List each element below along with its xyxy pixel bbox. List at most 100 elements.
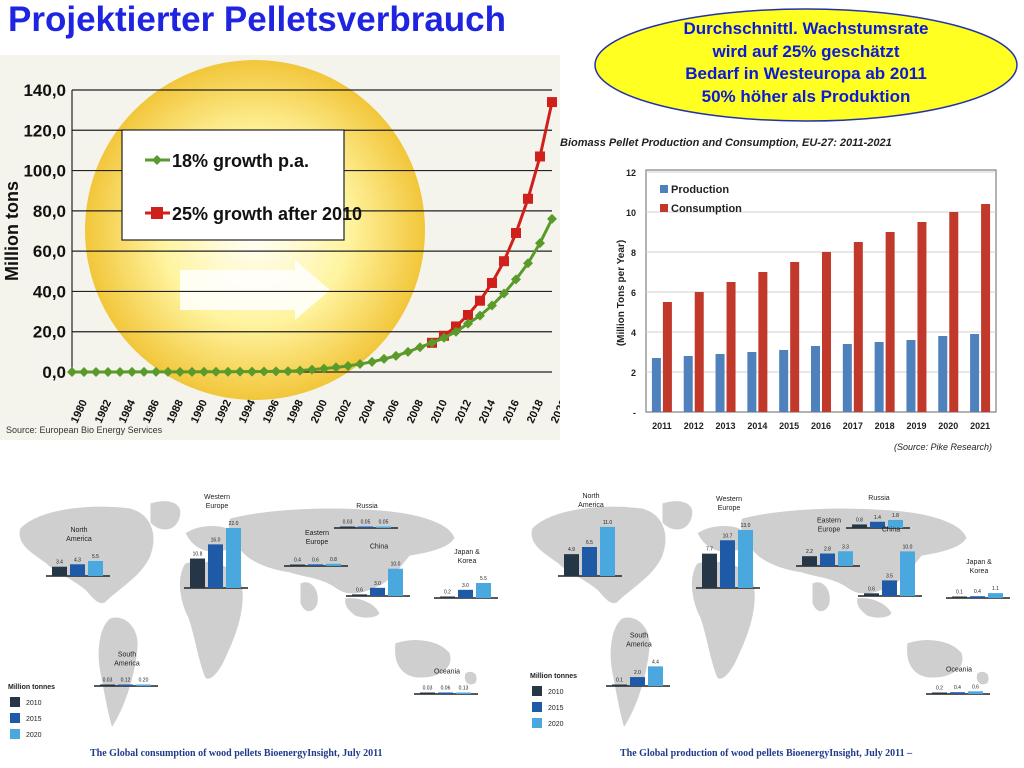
- chart2-x-tick: 2017: [843, 421, 863, 431]
- consumption-bar: [662, 302, 672, 412]
- region-bar: [970, 596, 985, 598]
- region-name: America: [578, 502, 604, 509]
- legend-production-swatch: [660, 185, 668, 193]
- production-map-chart: 4.9 6.5 11.0 North America 7.7 10.7 13.0 Western…: [530, 493, 1010, 759]
- consumption-bar: [790, 262, 800, 412]
- region-name: America: [114, 660, 140, 667]
- y-tick-label: 140,0: [23, 81, 66, 100]
- legend-swatch: [10, 697, 20, 707]
- series-18pct-point: [379, 353, 389, 364]
- production-bar: [970, 334, 980, 412]
- continent-shape: [856, 597, 893, 619]
- series-25pct-point: [451, 321, 461, 332]
- region-bar: [838, 551, 853, 566]
- continent-shape: [97, 616, 139, 730]
- region-bar-label: 0.05: [379, 520, 389, 526]
- chart2-y-tick: 4: [631, 328, 636, 338]
- region-bar: [582, 547, 597, 576]
- region-bar: [932, 692, 947, 694]
- series-18pct-point: [403, 346, 413, 357]
- region-bar: [352, 594, 367, 596]
- continent-shape: [344, 597, 381, 619]
- legend-consumption-label: Consumption: [671, 203, 742, 215]
- region-bar: [456, 692, 471, 694]
- legend-production-label: Production: [671, 184, 729, 196]
- chart2-x-tick: 2011: [652, 421, 672, 431]
- region-bar: [882, 580, 897, 596]
- series-18pct-point: [355, 358, 365, 369]
- region-bar-label: 0.8: [856, 517, 863, 523]
- region-bar-label: 4.3: [74, 557, 81, 563]
- region-bar-label: 0.06: [441, 686, 451, 692]
- y-tick-label: 100,0: [23, 162, 66, 181]
- series-18pct-point: [307, 364, 317, 375]
- region-bar: [290, 564, 305, 566]
- region-bar: [702, 553, 717, 588]
- region-bar: [950, 692, 965, 694]
- region-bar: [476, 583, 491, 598]
- series-18pct-point: [367, 356, 377, 367]
- series-18pct-point: [511, 274, 521, 285]
- series-18pct-point: [487, 300, 497, 311]
- slide-title: Projektierter Pelletsverbrauch: [8, 0, 507, 39]
- consumption-bar: [758, 272, 768, 412]
- eu27-bar-chart: Biomass Pellet Production and Consumptio…: [560, 137, 997, 452]
- map-caption: The Global production of wood pellets Bi…: [620, 748, 913, 759]
- legend-year: 2020: [26, 732, 42, 739]
- continent-shape: [609, 616, 651, 730]
- continent-shape: [811, 581, 831, 613]
- region-name: Oceania: [434, 669, 460, 676]
- series-18pct-point: [151, 366, 161, 377]
- series-18pct-point: [79, 366, 89, 377]
- region-bar-label: 3.3: [842, 544, 849, 550]
- consumption-bar: [885, 232, 895, 412]
- continent-shape: [739, 507, 968, 595]
- region-bar: [870, 521, 885, 528]
- series-18pct-point: [475, 310, 485, 321]
- series-18pct-point: [463, 318, 473, 329]
- y-tick-label: 40,0: [33, 282, 66, 301]
- consumption-bar: [917, 222, 927, 412]
- region-bar: [440, 596, 455, 598]
- chart2-x-tick: 2020: [938, 421, 958, 431]
- region-bar-label: 3.5: [886, 573, 893, 579]
- region-name: Russia: [356, 503, 378, 510]
- legend-consumption-swatch: [660, 204, 668, 212]
- legend-swatch: [10, 729, 20, 739]
- series-25pct-point: [547, 97, 557, 108]
- region-bar-label: 0.12: [121, 678, 131, 684]
- region-bar-label: 7.7: [706, 547, 713, 553]
- region-bar: [370, 587, 385, 596]
- region-bar: [968, 691, 983, 694]
- region-bar: [630, 677, 645, 686]
- continent-shape: [149, 500, 182, 531]
- region-bar-label: 10.0: [903, 544, 913, 550]
- legend-label-25: 25% growth after 2010: [172, 204, 362, 224]
- region-bar-label: 1.1: [992, 586, 999, 592]
- series-18pct-point: [103, 366, 113, 377]
- region-bar-label: 11.0: [603, 520, 613, 526]
- legend-label-18: 18% growth p.a.: [172, 151, 309, 171]
- legend-swatch: [532, 702, 542, 712]
- series-18pct-point: [295, 365, 305, 376]
- region-bar: [226, 528, 241, 588]
- y-tick-label: 0,0: [42, 363, 66, 382]
- chart2-title: Biomass Pellet Production and Consumptio…: [560, 137, 892, 149]
- region-bar: [136, 684, 151, 686]
- region-name: Eastern: [305, 530, 329, 537]
- region-bar: [952, 596, 967, 598]
- region-bar: [564, 554, 579, 576]
- region-bar-label: 2.0: [634, 670, 641, 676]
- series-18pct-point: [547, 213, 557, 224]
- region-bar-label: 0.6: [312, 557, 319, 563]
- region-bar: [100, 684, 115, 686]
- region-name: North: [582, 493, 599, 500]
- region-bar: [720, 540, 735, 588]
- region-bar: [208, 544, 223, 588]
- region-bar-label: 0.6: [356, 587, 363, 593]
- continent-shape: [18, 505, 155, 605]
- production-bar: [842, 344, 852, 412]
- y-tick-label: 20,0: [33, 323, 66, 342]
- production-bar: [651, 358, 661, 412]
- series-18pct-point: [235, 366, 245, 377]
